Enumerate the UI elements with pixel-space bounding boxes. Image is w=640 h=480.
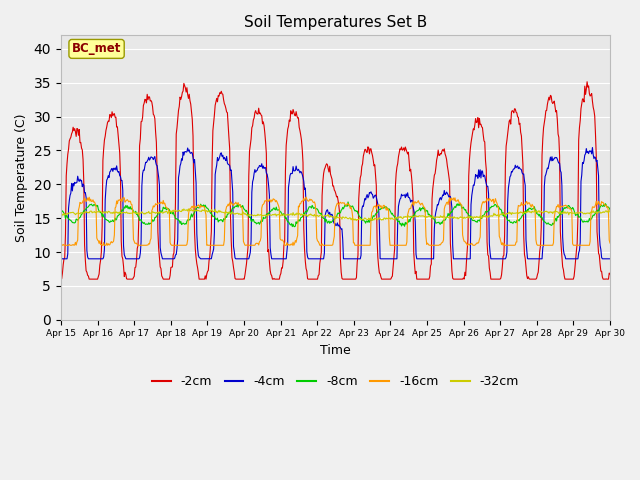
-16cm — [59, 242, 67, 248]
-8cm — [57, 207, 65, 213]
-32cm — [353, 217, 360, 223]
-16cm — [209, 242, 217, 248]
-8cm — [344, 199, 352, 205]
-32cm — [184, 206, 192, 212]
X-axis label: Time: Time — [320, 344, 351, 357]
-16cm — [606, 240, 614, 246]
-4cm — [589, 144, 596, 150]
-8cm — [67, 217, 75, 223]
-4cm — [57, 256, 65, 262]
-2cm — [57, 276, 65, 281]
Title: Soil Temperatures Set B: Soil Temperatures Set B — [244, 15, 427, 30]
-2cm — [606, 271, 614, 277]
-2cm — [419, 276, 427, 282]
-8cm — [124, 203, 131, 209]
Y-axis label: Soil Temperature (C): Soil Temperature (C) — [15, 113, 28, 242]
-4cm — [606, 256, 614, 262]
-2cm — [180, 81, 188, 86]
-16cm — [68, 242, 76, 248]
-16cm — [404, 212, 412, 217]
Line: -16cm: -16cm — [61, 197, 610, 245]
Line: -4cm: -4cm — [61, 147, 610, 259]
-8cm — [606, 207, 614, 213]
-2cm — [209, 128, 217, 133]
Line: -32cm: -32cm — [61, 209, 610, 220]
-2cm — [403, 149, 411, 155]
-16cm — [124, 198, 132, 204]
Legend: -2cm, -4cm, -8cm, -16cm, -32cm: -2cm, -4cm, -8cm, -16cm, -32cm — [147, 370, 524, 393]
-8cm — [179, 220, 187, 226]
-4cm — [403, 191, 410, 197]
-16cm — [180, 242, 188, 248]
-32cm — [606, 208, 614, 214]
-4cm — [179, 149, 187, 155]
-2cm — [86, 276, 94, 282]
-16cm — [420, 204, 428, 210]
-2cm — [583, 79, 591, 84]
-2cm — [67, 134, 75, 140]
-8cm — [420, 206, 428, 212]
-4cm — [67, 190, 75, 196]
-32cm — [404, 213, 412, 218]
-32cm — [209, 209, 217, 215]
-32cm — [67, 210, 75, 216]
-16cm — [57, 241, 65, 247]
-4cm — [208, 252, 216, 258]
-32cm — [57, 212, 65, 218]
Line: -8cm: -8cm — [61, 202, 610, 227]
-2cm — [124, 276, 132, 282]
-4cm — [124, 256, 131, 262]
Text: BC_met: BC_met — [72, 42, 121, 55]
-32cm — [124, 210, 131, 216]
-32cm — [420, 213, 428, 219]
-4cm — [419, 256, 426, 262]
-8cm — [291, 224, 298, 229]
-16cm — [302, 194, 310, 200]
-8cm — [208, 212, 216, 218]
-32cm — [179, 208, 187, 214]
Line: -2cm: -2cm — [61, 82, 610, 279]
-8cm — [404, 219, 412, 225]
